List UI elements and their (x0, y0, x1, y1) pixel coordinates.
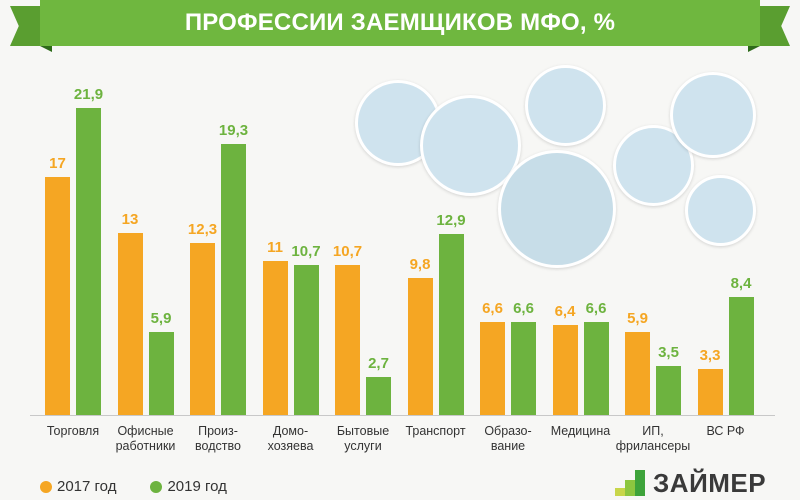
green-dot-icon (150, 480, 163, 493)
legend-item-2017: 2017 год (40, 478, 116, 495)
value-label: 10,7 (291, 243, 321, 260)
bar-2017 (697, 369, 723, 415)
bar-2019 (728, 297, 754, 415)
title-banner: ПРОФЕССИИ ЗАЕМЩИКОВ МФО, % (40, 0, 760, 46)
bar-2019 (221, 144, 246, 415)
flight-attendant-avatar-icon (685, 175, 756, 246)
bar-2017 (190, 243, 215, 415)
value-label: 5,9 (627, 310, 648, 327)
value-label: 3,5 (658, 344, 679, 361)
legend-label-2019: 2019 год (167, 478, 227, 495)
bar-2017 (552, 325, 578, 415)
bar-2019 (511, 322, 536, 415)
bar-2019 (656, 366, 681, 415)
value-label: 13 (121, 211, 139, 228)
value-label: 6,6 (585, 300, 607, 317)
value-label: 6,6 (513, 300, 534, 317)
legend-label-2017: 2017 год (57, 478, 117, 495)
bar-2019 (438, 234, 464, 415)
bar-2017 (625, 332, 650, 415)
value-label: 5,9 (150, 310, 172, 327)
bar-2019 (583, 322, 609, 415)
bar-2017 (262, 261, 288, 415)
orange-dot-icon (40, 480, 52, 493)
nurse-avatar-icon (525, 65, 606, 146)
category-label: Домо-хозяева (267, 424, 314, 453)
category-label: ИП, фрилансеры (615, 424, 691, 453)
value-label: 11 (267, 239, 283, 256)
bar-2019 (366, 377, 391, 415)
category-label: ВС РФ (706, 424, 745, 438)
category-label: Офисные работники (115, 424, 176, 453)
logo-text: ЗАЙМЕР (653, 468, 767, 498)
bar-2019 (76, 108, 101, 415)
bar-2017 (45, 177, 70, 415)
chart-title: ПРОФЕССИИ ЗАЕМЩИКОВ МФО, % (184, 9, 616, 36)
legend: 2017 год 2019 год (40, 478, 227, 495)
category-label: Произ-водство (195, 424, 241, 453)
category-label: Торговля (46, 424, 100, 438)
category-label: Образо-вание (484, 424, 532, 453)
value-label: 10,7 (332, 243, 363, 260)
category-label: Бытовые услуги (336, 424, 390, 453)
doctor-avatar-icon (420, 95, 521, 196)
bar-2017 (335, 265, 360, 415)
bar-2019 (148, 332, 174, 415)
value-label: 12,3 (187, 221, 218, 238)
legend-item-2019: 2019 год (150, 478, 227, 495)
value-label: 12,9 (436, 212, 466, 229)
office-woman-avatar-icon (670, 72, 756, 158)
value-label: 8,4 (730, 275, 752, 292)
value-label: 17 (49, 155, 66, 172)
banner-fold-right (748, 46, 760, 52)
value-label: 2,7 (368, 355, 389, 372)
category-label: Транспорт (405, 424, 466, 438)
zaimer-logo: ЗАЙМЕР (615, 470, 766, 496)
value-label: 3,3 (699, 347, 721, 364)
value-label: 9,8 (409, 256, 431, 273)
bar-2017 (117, 233, 143, 415)
value-label: 6,6 (482, 300, 503, 317)
x-axis-line (30, 415, 775, 416)
value-label: 6,4 (554, 303, 576, 320)
bar-2017 (480, 322, 505, 415)
category-label: Медицина (550, 424, 611, 438)
professions-illustration (355, 60, 795, 268)
value-label: 21,9 (73, 86, 104, 103)
bar-2019 (293, 265, 319, 415)
logo-steps-icon (615, 470, 647, 496)
builder-avatar-icon (498, 150, 616, 268)
value-label: 19,3 (218, 122, 249, 139)
bar-2017 (407, 278, 433, 415)
banner-fold-left (40, 46, 52, 52)
